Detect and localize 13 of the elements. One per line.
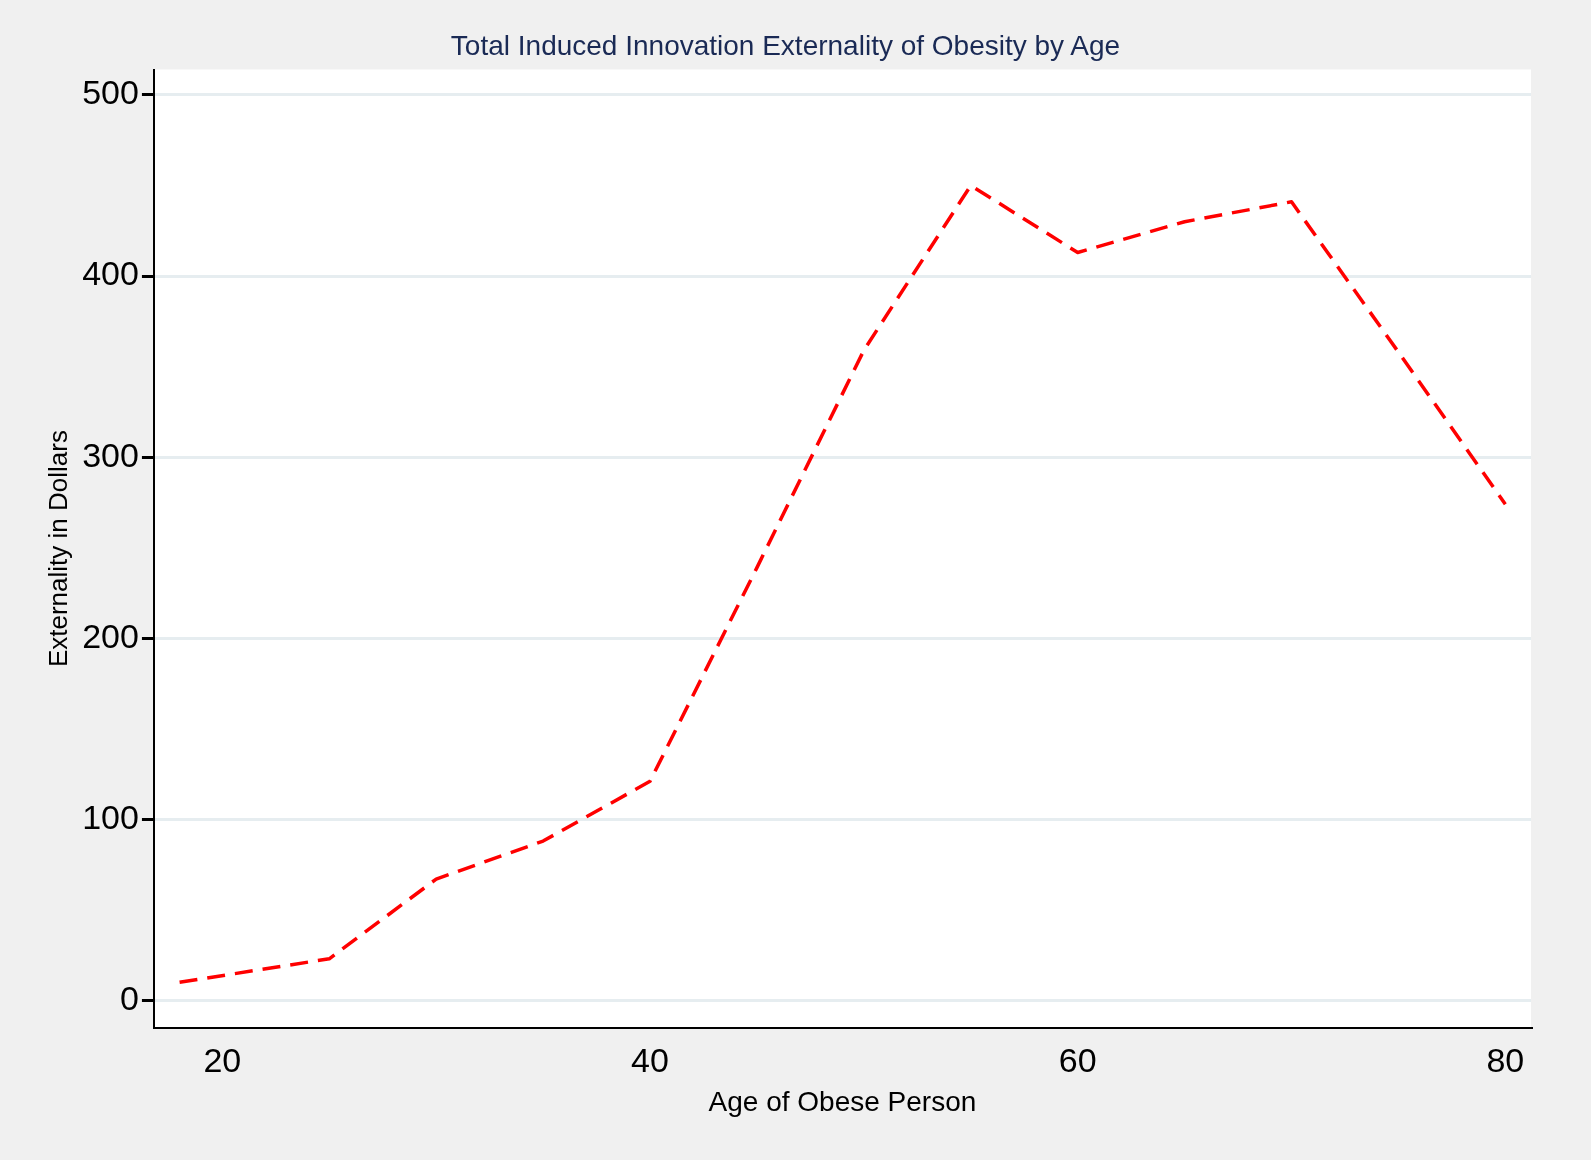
- x-tick-label: 20: [203, 1041, 242, 1080]
- y-axis-title: Externality in Dollars: [42, 430, 73, 668]
- y-tick-label: 300: [82, 435, 139, 474]
- x-axis-title: Age of Obese Person: [708, 1085, 977, 1117]
- chart-title: Total Induced Innovation Externality of Obesity by Age: [450, 29, 1121, 61]
- x-tick-label: 40: [631, 1041, 669, 1080]
- y-tick-label: 400: [82, 254, 139, 293]
- y-tick-label: 0: [120, 978, 139, 1017]
- y-tick-label: 200: [82, 616, 139, 655]
- y-tick-label: 500: [82, 73, 139, 112]
- x-tick-label: 80: [1486, 1041, 1525, 1080]
- y-tick-label: 100: [82, 797, 139, 836]
- x-tick-label: 60: [1058, 1041, 1097, 1080]
